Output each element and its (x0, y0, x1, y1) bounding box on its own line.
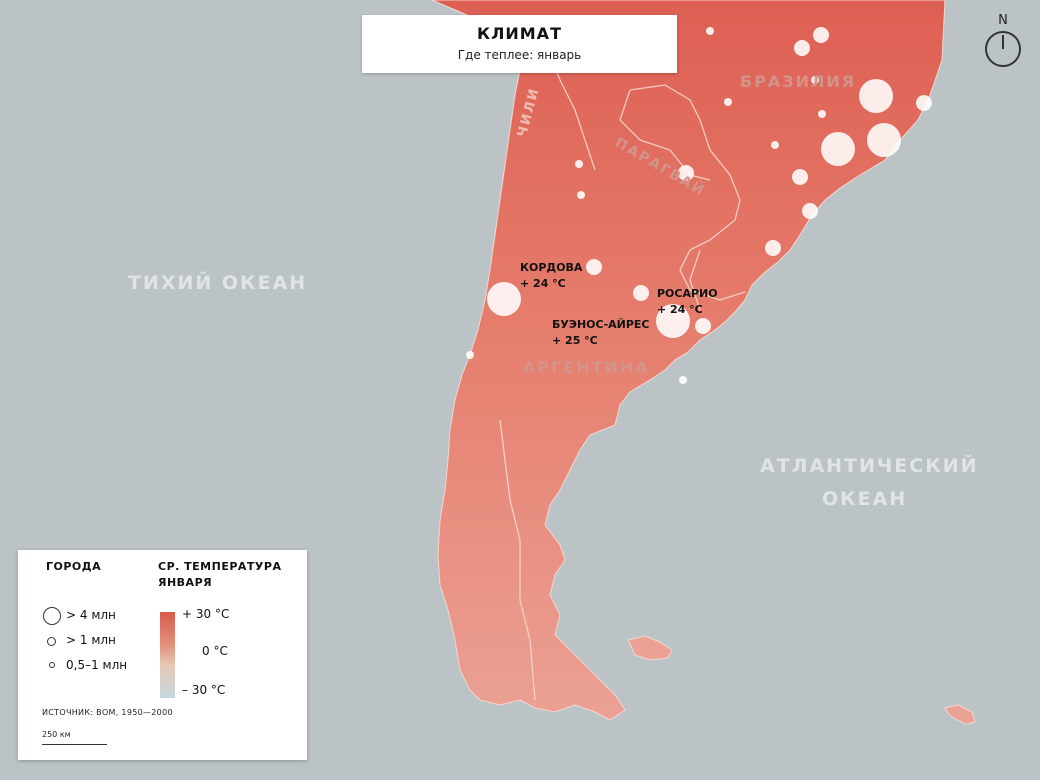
compass-north-label: N (998, 13, 1008, 28)
city-marker-large (656, 304, 690, 338)
compass-ring (985, 31, 1021, 67)
city-marker-medium (695, 318, 711, 334)
city-marker-small (811, 76, 819, 84)
legend-source: ИСТОЧНИК: ВОМ, 1950—2000 (42, 708, 173, 717)
city-label-cordoba: КОРДОВА + 24 °С (520, 260, 582, 292)
compass-icon: N (985, 14, 1021, 68)
map-title-box: КЛИМАТ Где теплее: январь (362, 15, 677, 73)
south-georgia (944, 704, 976, 725)
city-marker-medium (792, 169, 808, 185)
map-subtitle: Где теплее: январь (457, 48, 582, 62)
city-label-rosario: РОСАРИО + 24 °С (657, 286, 718, 318)
city-temp: + 25 °С (552, 334, 598, 347)
country-label-brazil: БРАЗИЛИЯ (740, 72, 857, 91)
city-marker-small (771, 141, 779, 149)
ocean-label-pacific: ТИХИЙ ОКЕАН (128, 272, 308, 294)
city-marker-small (577, 191, 585, 199)
city-marker-medium (916, 95, 932, 111)
legend-temperature-scale (160, 612, 175, 698)
map-title: КЛИМАТ (477, 24, 562, 43)
legend-scale-bar (42, 744, 107, 745)
city-marker-medium (802, 203, 818, 219)
legend-scale-bar-label: 250 км (42, 730, 71, 739)
legend-circle-large (43, 607, 61, 625)
city-temp: + 24 °С (520, 277, 566, 290)
city-markers (466, 27, 932, 384)
ocean-label-atlantic-1: АТЛАНТИЧЕСКИЙ (760, 455, 979, 477)
legend-temp-high: + 30 °С (182, 607, 230, 621)
city-marker-small (575, 160, 583, 168)
city-marker-medium (586, 259, 602, 275)
city-marker-small (466, 351, 474, 359)
legend-size-small: 0,5–1 млн (66, 658, 128, 672)
legend-temp-mid: 0 °С (202, 644, 228, 658)
city-marker-medium (813, 27, 829, 43)
city-temp: + 24 °С (657, 303, 703, 316)
city-marker-medium (678, 165, 694, 181)
legend-cities-heading: ГОРОДА (46, 560, 102, 573)
city-marker-large (859, 79, 893, 113)
city-marker-large (867, 123, 901, 157)
legend-size-medium: > 1 млн (66, 633, 116, 647)
city-marker-small (706, 27, 714, 35)
legend-temp-heading-2: ЯНВАРЯ (158, 576, 213, 589)
legend-temp-heading-1: СР. ТЕМПЕРАТУРА (158, 560, 282, 573)
ocean-label-atlantic-2: ОКЕАН (822, 488, 908, 510)
map-legend: ГОРОДА СР. ТЕМПЕРАТУРА ЯНВАРЯ > 4 млн > … (18, 550, 307, 760)
city-marker-small (679, 376, 687, 384)
city-marker-large (487, 282, 521, 316)
city-label-buenos-aires: БУЭНОС-АЙРЕС + 25 °С (552, 317, 650, 349)
city-marker-medium (765, 240, 781, 256)
city-marker-small (724, 98, 732, 106)
city-name: КОРДОВА (520, 261, 583, 274)
legend-circle-small (49, 662, 55, 668)
city-marker-medium (633, 285, 649, 301)
city-marker-medium (794, 40, 810, 56)
city-marker-small (818, 110, 826, 118)
legend-size-large: > 4 млн (66, 608, 116, 622)
city-name: РОСАРИО (657, 287, 718, 300)
legend-temp-low: – 30 °С (182, 683, 226, 697)
legend-circle-medium (47, 637, 56, 646)
city-marker-large (821, 132, 855, 166)
country-label-argentina: АРГЕНТИНА (523, 358, 650, 377)
city-name: БУЭНОС-АЙРЕС (552, 318, 650, 331)
falkland-islands (627, 635, 673, 661)
